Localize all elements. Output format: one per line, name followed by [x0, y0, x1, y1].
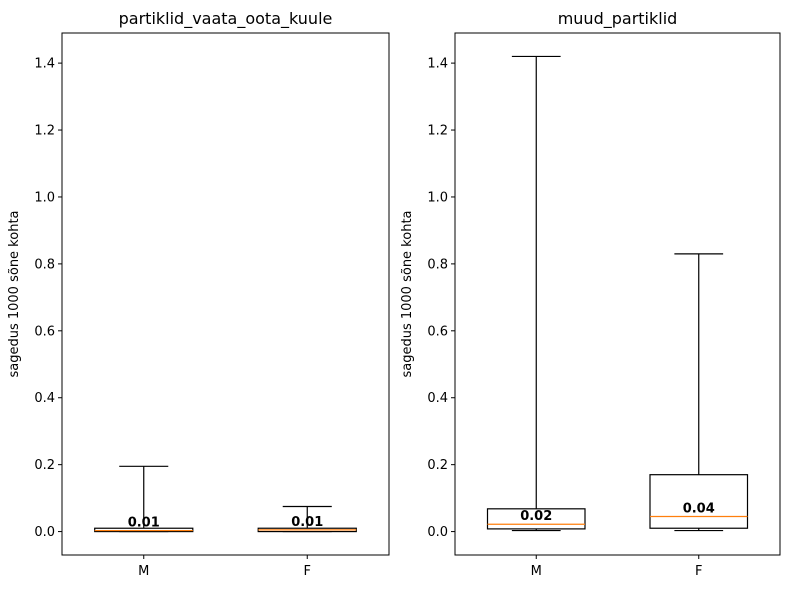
- x-tick-label: M: [531, 564, 542, 579]
- chart-title: partiklid_vaata_oota_kuule: [119, 9, 333, 29]
- y-tick-label: 1.4: [427, 57, 448, 72]
- y-tick-label: 0.2: [34, 458, 55, 473]
- median-label: 0.01: [128, 516, 160, 531]
- x-tick-label: M: [138, 564, 149, 579]
- y-axis-label: sagedus 1000 sõne kohta: [400, 210, 415, 377]
- y-tick-label: 1.4: [34, 57, 55, 72]
- plot-frame: [454, 32, 781, 556]
- y-tick-label: 1.0: [34, 190, 55, 205]
- median-label: 0.04: [683, 502, 715, 517]
- y-tick-label: 1.2: [34, 124, 55, 139]
- y-tick-label: 0.4: [34, 391, 55, 406]
- y-axis-label: sagedus 1000 sõne kohta: [7, 210, 22, 377]
- box-f: 0.04: [649, 253, 749, 532]
- box-f: 0.01: [257, 505, 357, 533]
- plot-frame: [61, 32, 390, 556]
- y-tick-label: 0.4: [427, 391, 448, 406]
- median-label: 0.01: [291, 515, 323, 530]
- chart-title: muud_partiklid: [558, 9, 678, 29]
- y-tick-label: 0.0: [427, 525, 448, 540]
- y-tick-label: 0.6: [34, 324, 55, 339]
- y-tick-label: 0.6: [427, 324, 448, 339]
- y-tick-label: 0.0: [34, 525, 55, 540]
- y-tick-label: 0.2: [427, 458, 448, 473]
- median-label: 0.02: [520, 509, 552, 524]
- y-tick-label: 1.2: [427, 124, 448, 139]
- box-body: [94, 527, 194, 533]
- x-tick-label: F: [304, 564, 311, 579]
- box-body: [486, 508, 586, 530]
- y-tick-label: 0.8: [427, 257, 448, 272]
- y-tick-label: 1.0: [427, 190, 448, 205]
- y-tick-label: 0.8: [34, 257, 55, 272]
- box-m: 0.02: [486, 55, 586, 532]
- box-m: 0.01: [94, 465, 194, 533]
- box-body: [649, 474, 749, 529]
- x-tick-label: F: [695, 564, 702, 579]
